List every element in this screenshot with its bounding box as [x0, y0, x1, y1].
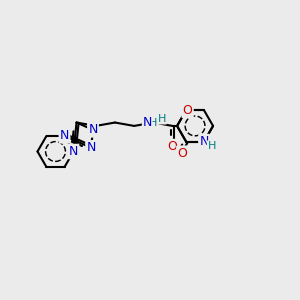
- Text: H: H: [207, 141, 216, 151]
- Text: N: N: [69, 145, 78, 158]
- Text: O: O: [183, 104, 193, 117]
- Text: N: N: [60, 129, 69, 142]
- Text: O: O: [177, 147, 187, 160]
- Text: N: N: [86, 141, 96, 154]
- Text: H: H: [149, 118, 158, 128]
- Text: N: N: [88, 123, 98, 136]
- Text: H: H: [158, 114, 166, 124]
- Text: N: N: [200, 135, 209, 148]
- Text: O: O: [168, 140, 178, 153]
- Text: N: N: [142, 116, 152, 129]
